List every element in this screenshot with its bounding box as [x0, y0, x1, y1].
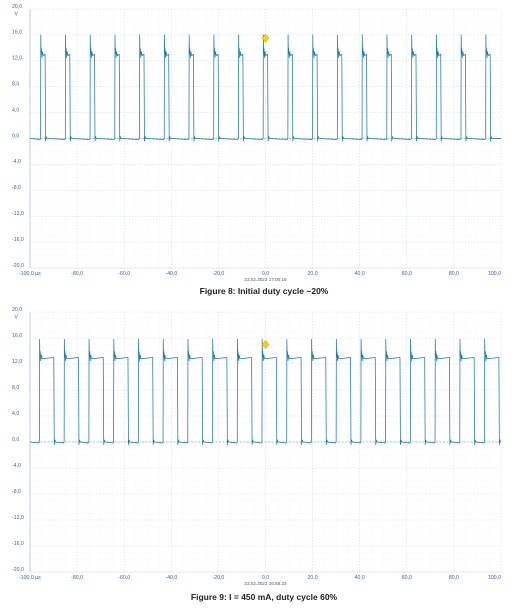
y-tick-label: -12,0	[12, 515, 24, 521]
y-tick-label: 20,0	[12, 307, 22, 313]
y-tick-label: -8,0	[12, 185, 21, 191]
y-tick-label: 4,0	[12, 411, 19, 417]
y-tick-label: -16,0	[12, 237, 24, 243]
timestamp: 23.02.2023 17:00:16	[244, 277, 287, 282]
y-tick-label: -20,0	[12, 567, 24, 573]
x-tick-label: -60,0	[118, 271, 130, 277]
oscilloscope-chart-figure-8: 20,0 16,0 12,0 8,0 4,0 0,0 -4,0 -8,0 -12,0 -16,0 -…	[12, 4, 502, 282]
figure-caption: Figure 9: I = 450 mA, duty cycle 60%	[190, 592, 338, 602]
x-tick-label: 100,0	[488, 271, 501, 277]
x-tick-label: -40,0	[165, 575, 177, 581]
y-tick-label: 16,0	[12, 333, 22, 339]
oscilloscope-chart-figure-9: 20,0 16,0 12,0 8,0 4,0 0,0 -4,0 -8,0 -12,0 -16,0 -…	[12, 307, 502, 586]
x-tick-label: 0,0	[262, 575, 269, 581]
voltage-waveform	[29, 34, 501, 142]
y-tick-label: 12,0	[12, 56, 22, 62]
x-tick-label: 40,0	[355, 575, 365, 581]
y-tick-label: 0,0	[12, 437, 19, 443]
grid	[29, 311, 502, 573]
y-tick-label: 8,0	[12, 385, 19, 391]
x-tick-label: -80,0	[71, 575, 83, 581]
y-tick-label: 20,0	[12, 4, 22, 10]
x-tick-label: -20,0	[212, 575, 224, 581]
y-unit-label: V	[15, 315, 19, 321]
x-tick-label: 60,0	[402, 575, 412, 581]
x-tick-label: -40,0	[165, 271, 177, 277]
x-tick-label: -20,0	[212, 271, 224, 277]
y-unit-label: V	[15, 12, 19, 18]
y-tick-label: 4,0	[12, 107, 19, 113]
y-tick-label: 0,0	[12, 133, 19, 139]
timestamp: 23.02.2023 16:58:23	[244, 581, 287, 586]
voltage-waveform	[29, 338, 502, 445]
trigger-marker	[261, 340, 270, 349]
x-tick-label: 100,0	[488, 575, 501, 581]
y-tick-label: 12,0	[12, 359, 22, 365]
x-tick-label: 60,0	[402, 271, 412, 277]
y-tick-label: 16,0	[12, 30, 22, 36]
chart-panel-figure-9: 20,0 16,0 12,0 8,0 4,0 0,0 -4,0 -8,0 -12,0 -16,0 -…	[0, 303, 528, 609]
x-tick-label: -80,0	[71, 271, 83, 277]
x-tick-label: 80,0	[449, 271, 459, 277]
x-tick-label: 40,0	[355, 271, 365, 277]
trigger-marker	[261, 33, 270, 43]
x-tick-label: 20,0	[308, 271, 318, 277]
x-tick-label: -100,0 µs	[19, 271, 41, 277]
chart-panel-figure-8: 20,0 16,0 12,0 8,0 4,0 0,0 -4,0 -8,0 -12,0 -16,0 -…	[0, 0, 528, 303]
x-tick-label: 80,0	[449, 575, 459, 581]
x-tick-label: -60,0	[118, 575, 130, 581]
y-tick-label: -4,0	[12, 159, 21, 165]
x-tick-label: -100,0 µs	[19, 575, 41, 581]
x-tick-label: 20,0	[308, 575, 318, 581]
y-tick-label: -12,0	[12, 211, 24, 217]
y-tick-label: -16,0	[12, 541, 24, 547]
y-tick-label: -8,0	[12, 489, 21, 495]
y-tick-label: -4,0	[12, 463, 21, 469]
y-tick-label: 8,0	[12, 82, 19, 88]
y-tick-label: -20,0	[12, 263, 24, 269]
x-tick-label: 0,0	[262, 271, 269, 277]
figure-caption: Figure 8: Initial duty cycle ~20%	[199, 286, 329, 296]
